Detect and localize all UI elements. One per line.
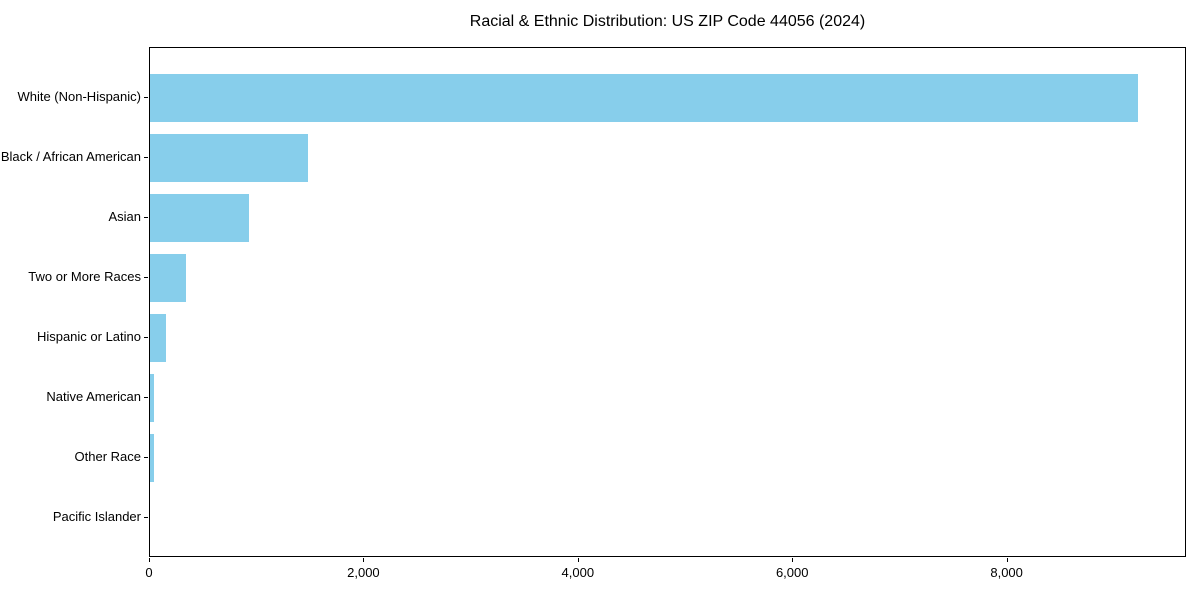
bar-white-non-hispanic	[150, 74, 1138, 122]
y-axis-label-native-american: Native American	[46, 389, 141, 404]
plot-area	[149, 47, 1186, 557]
y-axis-label-white-non-hispanic: White (Non-Hispanic)	[17, 89, 141, 104]
y-axis-label-hispanic-or-latino: Hispanic or Latino	[36, 329, 141, 344]
y-axis-tick	[144, 337, 148, 338]
bar-two-or-more-races	[150, 254, 187, 302]
y-axis-tick	[144, 157, 148, 158]
y-axis-tick	[144, 397, 148, 398]
y-axis-tick	[144, 517, 148, 518]
y-axis-tick	[144, 457, 148, 458]
x-axis-tick	[1006, 558, 1008, 562]
bar-hispanic-or-latino	[150, 314, 166, 362]
y-axis-label-other-race: Other Race	[74, 449, 141, 464]
bar-native-american	[150, 374, 155, 422]
x-axis-tick	[363, 558, 365, 562]
x-axis-tick-label: 2,000	[347, 565, 380, 580]
x-axis-tick-label: 6,000	[775, 565, 809, 580]
y-axis-label-pacific-islander: Pacific Islander	[52, 509, 141, 524]
x-axis-tick-label: 4,000	[561, 565, 595, 580]
y-axis-tick	[144, 277, 148, 278]
x-axis-tick-label: 0	[145, 565, 153, 580]
y-axis-tick	[144, 97, 148, 98]
y-axis-label-black-african-american: Black / African American	[0, 149, 141, 164]
y-axis-tick	[144, 217, 148, 218]
chart-title: Racial & Ethnic Distribution: US ZIP Cod…	[469, 13, 866, 30]
y-axis-label-two-or-more-races: Two or More Races	[28, 269, 141, 284]
y-axis-label-asian: Asian	[108, 209, 141, 224]
x-axis-tick-label: 8,000	[990, 565, 1023, 580]
x-axis-tick	[149, 558, 150, 562]
bar-black-african-american	[150, 134, 309, 182]
x-axis-tick	[577, 558, 579, 562]
bar-asian	[150, 194, 250, 242]
x-axis-tick	[792, 558, 794, 562]
bar-other-race	[150, 434, 154, 482]
